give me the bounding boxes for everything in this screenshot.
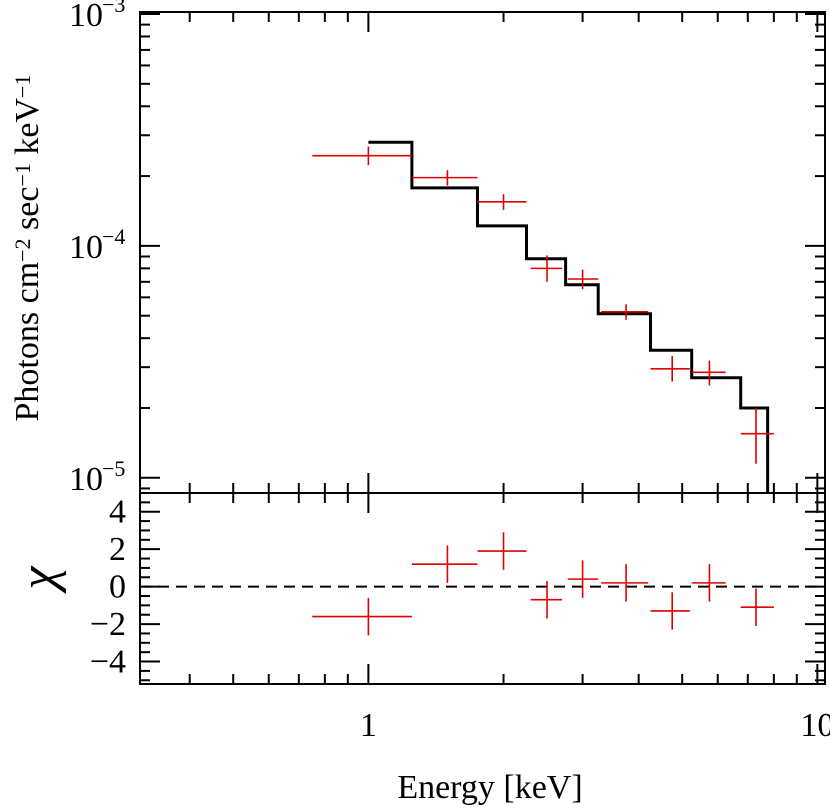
bottom-panel-ticks bbox=[140, 492, 825, 684]
bottom-panel-frame bbox=[139, 492, 826, 685]
spectrum-data-points bbox=[312, 146, 774, 464]
y-axis-title-superscript: −1 bbox=[10, 163, 35, 186]
y-tick-label: 0 bbox=[109, 569, 126, 606]
residual-data-points bbox=[312, 532, 774, 636]
top-panel-y-ticks bbox=[140, 12, 825, 490]
residual-point bbox=[312, 597, 412, 636]
residual-point bbox=[411, 545, 478, 583]
x-tick-labels: 1 10 bbox=[360, 707, 830, 744]
y-tick-label-exponent: −3 bbox=[102, 0, 125, 17]
y-axis-title-part: Photons cm bbox=[9, 262, 46, 422]
bottom-panel-y-tick-labels: 420−2−4 bbox=[90, 494, 126, 681]
data-point bbox=[650, 356, 690, 382]
y-axis-title-superscript: −1 bbox=[10, 75, 35, 98]
residual-point bbox=[740, 588, 774, 626]
top-panel-y-axis-title: Photons cm−2 sec−1 keV−1 bbox=[9, 75, 46, 422]
y-tick-label: 10 bbox=[69, 0, 103, 34]
data-point bbox=[477, 194, 527, 210]
data-point bbox=[740, 407, 774, 464]
y-axis-title-part: keV bbox=[9, 98, 46, 164]
data-point bbox=[567, 269, 599, 290]
y-tick-label: 4 bbox=[109, 494, 126, 531]
residual-point bbox=[530, 581, 563, 619]
top-panel-x-minor-ticks bbox=[188, 12, 819, 493]
residual-point bbox=[477, 532, 527, 570]
y-axis-title-part: sec bbox=[9, 187, 46, 239]
top-panel-y-tick-labels: 10−310−410−5 bbox=[69, 0, 125, 498]
y-tick-label: 2 bbox=[109, 531, 126, 568]
y-axis-title-superscript: −2 bbox=[10, 238, 35, 261]
y-tick-label: 10 bbox=[69, 229, 103, 266]
y-tick-label: −2 bbox=[90, 606, 126, 643]
residual-point bbox=[691, 564, 726, 602]
y-tick-label-exponent: −5 bbox=[102, 456, 125, 481]
bottom-panel-y-axis-title: χ bbox=[10, 565, 67, 594]
x-tick-label: 1 bbox=[360, 707, 377, 744]
data-point bbox=[601, 304, 649, 320]
residual-point bbox=[601, 564, 649, 602]
data-point bbox=[411, 170, 478, 186]
data-point bbox=[530, 255, 563, 282]
x-axis-title: Energy [keV] bbox=[397, 769, 582, 806]
y-tick-label: −4 bbox=[90, 644, 126, 681]
x-tick-label: 10 bbox=[800, 707, 830, 744]
top-panel-frame bbox=[139, 11, 826, 494]
y-tick-label-exponent: −4 bbox=[102, 224, 125, 249]
data-point bbox=[312, 146, 412, 166]
y-tick-label: 10 bbox=[69, 461, 103, 498]
model-step-line bbox=[368, 140, 770, 493]
data-point bbox=[691, 360, 726, 386]
residual-point bbox=[650, 592, 690, 630]
residual-point bbox=[567, 560, 599, 598]
